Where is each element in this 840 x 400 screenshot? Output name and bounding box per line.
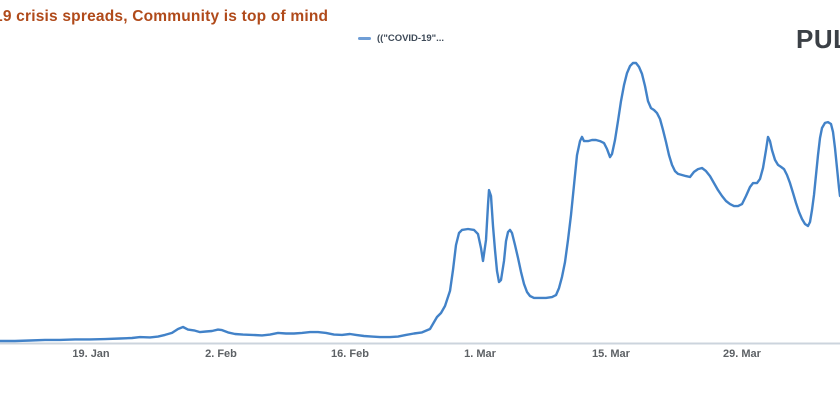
- legend-label: (("COVID-19"...: [377, 33, 445, 44]
- legend: (("COVID-19"...: [358, 33, 444, 44]
- x-tick-label: 16. Feb: [331, 348, 369, 360]
- x-tick-label: 19. Jan: [72, 348, 110, 360]
- brand-logo: PUL: [796, 24, 840, 54]
- line-swatch-icon: [358, 37, 371, 40]
- x-tick-label: 15. Mar: [592, 348, 631, 360]
- covid-19-series-line: [0, 61, 840, 343]
- x-tick-label: 1. Mar: [464, 348, 497, 360]
- page-title: 19 crisis spreads, Community is top of m…: [0, 8, 329, 25]
- legend-item[interactable]: (("COVID-19"...: [358, 33, 444, 44]
- x-tick-label: 29. Mar: [723, 348, 762, 360]
- x-tick-label: 2. Feb: [205, 348, 237, 360]
